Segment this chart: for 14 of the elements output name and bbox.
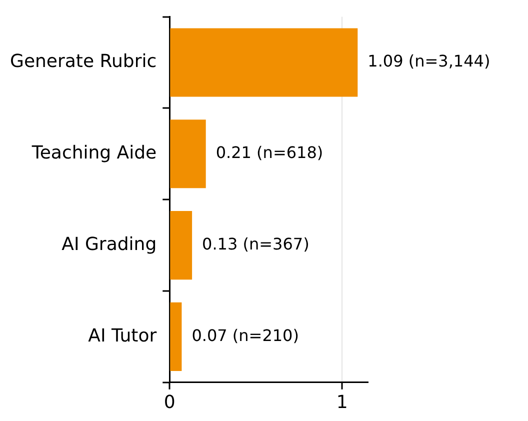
data-label: 0.13 (n=367): [202, 234, 310, 254]
y-tick-label: AI Grading: [62, 234, 157, 255]
bar: [170, 120, 206, 188]
y-tick-label: Generate Rubric: [10, 51, 157, 72]
x-tick-label: 0: [164, 392, 176, 413]
bar: [170, 28, 358, 97]
x-tick-label: 1: [336, 392, 348, 413]
y-tick-label: AI Tutor: [88, 325, 158, 346]
data-label: 0.07 (n=210): [192, 326, 299, 345]
data-label: 0.21 (n=618): [216, 143, 324, 162]
bar: [170, 302, 182, 371]
y-tick-label: Teaching Aide: [30, 142, 157, 164]
data-label: 1.09 (n=3,144): [368, 52, 490, 71]
bar: [170, 211, 192, 280]
